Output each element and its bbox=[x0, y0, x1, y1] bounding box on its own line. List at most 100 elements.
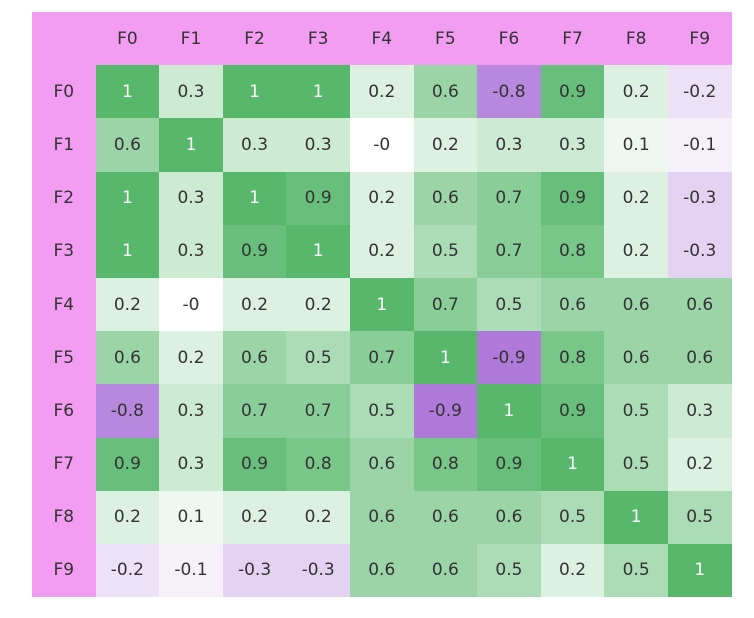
heatmap-cell: 1 bbox=[477, 384, 541, 438]
heatmap-cell: 0.6 bbox=[95, 331, 160, 385]
heatmap-cell: 1 bbox=[95, 224, 160, 278]
heatmap-cell: 0.3 bbox=[540, 118, 605, 172]
heatmap-cell: 0.5 bbox=[604, 384, 668, 438]
heatmap-cell: 0.6 bbox=[477, 490, 541, 544]
row-label: F4 bbox=[32, 277, 96, 332]
heatmap-cell: 1 bbox=[222, 65, 287, 119]
column-label: F3 bbox=[286, 12, 350, 66]
heatmap-cell: 0.9 bbox=[477, 437, 541, 491]
heatmap-cell: 1 bbox=[413, 331, 478, 385]
heatmap-cell: 0.6 bbox=[667, 277, 732, 332]
header-row: F0 F1 F2 F3 F4 F5 F6 F7 F8 F9 bbox=[32, 12, 732, 66]
heatmap-cell: 0.8 bbox=[540, 331, 605, 385]
heatmap-cell: 0.3 bbox=[159, 437, 223, 491]
heatmap-row: F8 0.2 0.1 0.2 0.2 0.6 0.6 0.6 0.5 1 0.5 bbox=[32, 490, 732, 544]
heatmap-cell: 0.6 bbox=[540, 277, 605, 332]
heatmap-cell: -0.3 bbox=[667, 171, 732, 225]
heatmap-cell: 0.5 bbox=[286, 331, 350, 385]
heatmap-cell: 0.2 bbox=[349, 65, 414, 119]
heatmap-cell: 0.2 bbox=[222, 490, 287, 544]
heatmap-cell: 1 bbox=[222, 171, 287, 225]
heatmap-cell: 1 bbox=[286, 224, 350, 278]
heatmap-cell: 0.3 bbox=[222, 118, 287, 172]
row-label: F9 bbox=[32, 543, 96, 598]
heatmap-cell: -0.3 bbox=[286, 543, 350, 598]
heatmap-cell: 1 bbox=[95, 65, 160, 119]
heatmap-cell: 0.6 bbox=[413, 490, 478, 544]
heatmap-cell: 0.6 bbox=[349, 490, 414, 544]
heatmap-cell: 0.6 bbox=[604, 277, 668, 332]
column-label: F2 bbox=[222, 12, 287, 66]
heatmap-cell: 1 bbox=[95, 171, 160, 225]
row-label: F6 bbox=[32, 384, 96, 438]
heatmap-cell: 1 bbox=[349, 277, 414, 332]
heatmap-cell: 1 bbox=[540, 437, 605, 491]
heatmap-cell: 0.5 bbox=[349, 384, 414, 438]
heatmap-cell: -0.8 bbox=[95, 384, 160, 438]
heatmap-cell: -0.3 bbox=[222, 543, 287, 598]
heatmap-cell: 0.7 bbox=[222, 384, 287, 438]
column-label: F8 bbox=[604, 12, 668, 66]
heatmap-cell: 0.3 bbox=[159, 65, 223, 119]
heatmap-cell: 0.9 bbox=[222, 224, 287, 278]
heatmap-cell: 0.8 bbox=[413, 437, 478, 491]
heatmap-cell: 0.6 bbox=[667, 331, 732, 385]
heatmap-cell: 0.6 bbox=[95, 118, 160, 172]
corner-cell bbox=[32, 12, 96, 66]
row-label: F0 bbox=[32, 65, 96, 119]
heatmap-row: F5 0.6 0.2 0.6 0.5 0.7 1 -0.9 0.8 0.6 0.6 bbox=[32, 331, 732, 385]
heatmap-cell: 0.2 bbox=[286, 490, 350, 544]
heatmap-cell: 1 bbox=[159, 118, 223, 172]
heatmap-row: F6 -0.8 0.3 0.7 0.7 0.5 -0.9 1 0.9 0.5 0.3 bbox=[32, 384, 732, 438]
heatmap-cell: 0.1 bbox=[159, 490, 223, 544]
heatmap-cell: 0.5 bbox=[413, 224, 478, 278]
heatmap-row: F4 0.2 -0 0.2 0.2 1 0.7 0.5 0.6 0.6 0.6 bbox=[32, 277, 732, 332]
heatmap-cell: 0.7 bbox=[349, 331, 414, 385]
heatmap-cell: 0.2 bbox=[95, 490, 160, 544]
heatmap-cell: -0.2 bbox=[667, 65, 732, 119]
column-label: F6 bbox=[477, 12, 541, 66]
row-label: F5 bbox=[32, 331, 96, 385]
heatmap-cell: 0.2 bbox=[604, 65, 668, 119]
heatmap-cell: -0.1 bbox=[159, 543, 223, 598]
column-label: F9 bbox=[667, 12, 732, 66]
heatmap-cell: 0.5 bbox=[604, 543, 668, 598]
heatmap-cell: 0.9 bbox=[222, 437, 287, 491]
heatmap-row: F0 1 0.3 1 1 0.2 0.6 -0.8 0.9 0.2 -0.2 bbox=[32, 65, 732, 119]
heatmap-cell: -0.3 bbox=[667, 224, 732, 278]
heatmap-cell: 0.7 bbox=[413, 277, 478, 332]
heatmap-cell: 0.6 bbox=[413, 65, 478, 119]
heatmap-row: F2 1 0.3 1 0.9 0.2 0.6 0.7 0.9 0.2 -0.3 bbox=[32, 171, 732, 225]
column-label: F1 bbox=[159, 12, 223, 66]
column-label: F5 bbox=[413, 12, 478, 66]
heatmap-row: F7 0.9 0.3 0.9 0.8 0.6 0.8 0.9 1 0.5 0.2 bbox=[32, 437, 732, 491]
heatmap-cell: 0.9 bbox=[540, 65, 605, 119]
row-label: F2 bbox=[32, 171, 96, 225]
heatmap-cell: 0.3 bbox=[159, 224, 223, 278]
heatmap-row: F3 1 0.3 0.9 1 0.2 0.5 0.7 0.8 0.2 -0.3 bbox=[32, 224, 732, 278]
heatmap-cell: 0.2 bbox=[349, 171, 414, 225]
heatmap-cell: 0.6 bbox=[349, 543, 414, 598]
column-label: F0 bbox=[95, 12, 160, 66]
heatmap-cell: 0.7 bbox=[477, 171, 541, 225]
heatmap-cell: -0 bbox=[159, 277, 223, 332]
heatmap-cell: 0.7 bbox=[477, 224, 541, 278]
heatmap-row: F9 -0.2 -0.1 -0.3 -0.3 0.6 0.6 0.5 0.2 0.5 1 bbox=[32, 543, 732, 598]
heatmap-cell: 0.5 bbox=[667, 490, 732, 544]
heatmap-cell: 0.9 bbox=[540, 171, 605, 225]
heatmap-cell: 0.2 bbox=[604, 224, 668, 278]
heatmap-cell: 0.3 bbox=[159, 384, 223, 438]
heatmap-cell: 0.5 bbox=[604, 437, 668, 491]
heatmap-cell: 0.9 bbox=[95, 437, 160, 491]
row-label: F8 bbox=[32, 490, 96, 544]
heatmap-cell: 0.3 bbox=[159, 171, 223, 225]
heatmap-cell: 0.2 bbox=[349, 224, 414, 278]
heatmap-cell: 0.2 bbox=[222, 277, 287, 332]
column-label: F4 bbox=[349, 12, 414, 66]
heatmap-cell: 0.9 bbox=[540, 384, 605, 438]
heatmap-cell: 0.6 bbox=[349, 437, 414, 491]
heatmap-cell: 0.3 bbox=[286, 118, 350, 172]
correlation-heatmap: F0 F1 F2 F3 F4 F5 F6 F7 F8 F9 F0 1 0.3 1 1 0.… bbox=[32, 12, 732, 598]
heatmap-cell: -0.2 bbox=[95, 543, 160, 598]
heatmap-cell: -0.1 bbox=[667, 118, 732, 172]
